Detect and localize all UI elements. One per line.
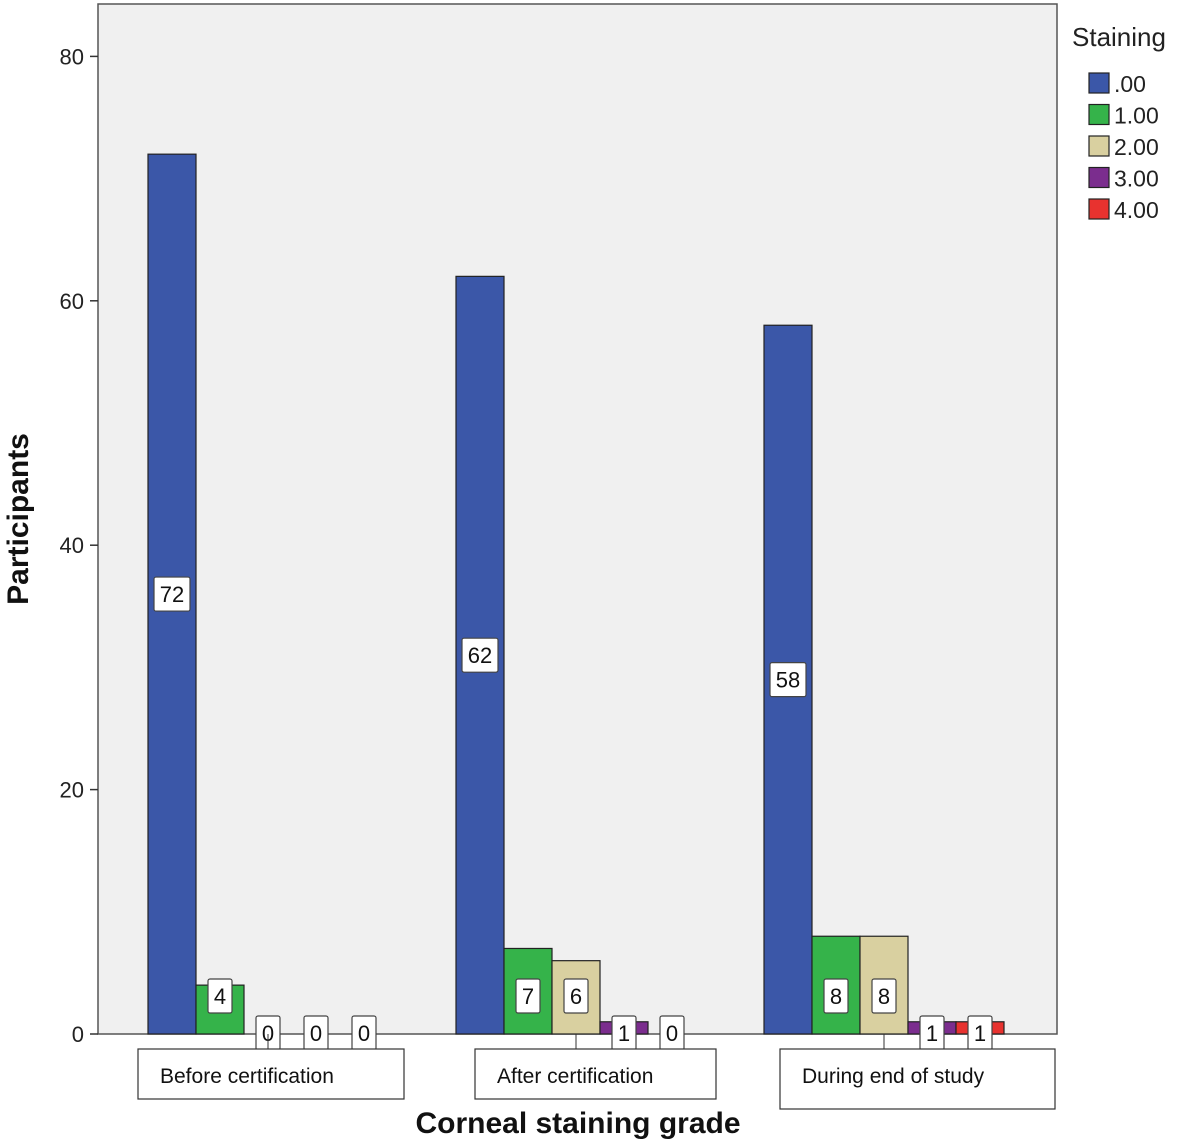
data-label-box (207, 978, 233, 1014)
data-label: 8 (823, 978, 849, 1014)
legend: Staining .00 1.00 2.00 3.00 4.00 (1072, 22, 1166, 223)
data-label: 58 (769, 662, 807, 698)
data-label: 0 (303, 1015, 329, 1051)
data-label: 6 (563, 978, 589, 1014)
legend-swatch (1088, 166, 1110, 189)
data-label-box (461, 637, 499, 673)
data-label-value: 0 (666, 1021, 678, 1046)
data-label-value: 1 (926, 1021, 938, 1046)
data-label-value: 0 (358, 1021, 370, 1046)
data-label-box (515, 978, 541, 1014)
y-axis-title: Participants (2, 433, 35, 605)
data-label-value: 8 (878, 984, 890, 1009)
data-label: 0 (659, 1015, 685, 1051)
category-label-box (779, 1048, 1056, 1110)
data-label-box (871, 978, 897, 1014)
data-label-value: 6 (570, 984, 582, 1009)
data-label: 1 (611, 1015, 637, 1051)
legend-swatch (1088, 135, 1110, 157)
data-label: 8 (871, 978, 897, 1014)
category-label-box (474, 1048, 717, 1100)
plot-area (97, 3, 1058, 1035)
data-label-box (153, 576, 191, 612)
data-label-box (769, 662, 807, 698)
legend-label: 1.00 (1114, 103, 1159, 129)
y-tick-label: 40 (60, 533, 84, 558)
y-tick-label: 60 (60, 289, 84, 314)
legend-label: 3.00 (1114, 166, 1159, 192)
data-label: 4 (207, 978, 233, 1014)
legend-title: Staining (1072, 22, 1166, 52)
data-label-value: 72 (160, 582, 184, 607)
data-label-box (563, 978, 589, 1014)
data-label: 0 (351, 1015, 377, 1051)
legend-swatch (1088, 103, 1110, 126)
y-axis: 0 20 40 60 80 (60, 44, 98, 1047)
legend-label: 2.00 (1114, 134, 1159, 160)
category-label: After certification (497, 1065, 653, 1088)
data-label-value: 58 (776, 668, 800, 693)
data-label-value: 0 (262, 1021, 274, 1046)
legend-swatch (1088, 72, 1110, 94)
legend-label: .00 (1114, 71, 1146, 97)
data-label-value: 4 (214, 984, 226, 1009)
data-label: 62 (461, 637, 499, 673)
y-tick-label: 0 (72, 1022, 84, 1047)
data-labels: 72 4 0 0 0 62 7 6 1 0 58 8 8 1 1 (153, 576, 993, 1051)
data-label-value: 1 (618, 1021, 630, 1046)
data-label: 7 (515, 978, 541, 1014)
data-label: 0 (255, 1015, 281, 1051)
x-axis-title: Corneal staining grade (415, 1107, 740, 1140)
data-label: 72 (153, 576, 191, 612)
data-label-value: 8 (830, 984, 842, 1009)
y-tick-label: 20 (60, 778, 84, 803)
legend-label: 4.00 (1114, 197, 1159, 223)
data-label-value: 7 (522, 984, 534, 1009)
y-tick-label: 80 (60, 44, 84, 69)
category-label-box (137, 1048, 405, 1100)
data-label-value: 1 (974, 1021, 986, 1046)
data-label: 1 (967, 1015, 993, 1051)
data-label: 1 (919, 1015, 945, 1051)
legend-swatch (1088, 198, 1110, 220)
category-label: During end of study (802, 1065, 985, 1088)
category-label: Before certification (160, 1065, 334, 1088)
data-label-value: 62 (468, 643, 492, 668)
data-label-box (823, 978, 849, 1014)
x-category-labels: Before certification After certification D… (137, 1034, 1056, 1110)
data-label-value: 0 (310, 1021, 322, 1046)
